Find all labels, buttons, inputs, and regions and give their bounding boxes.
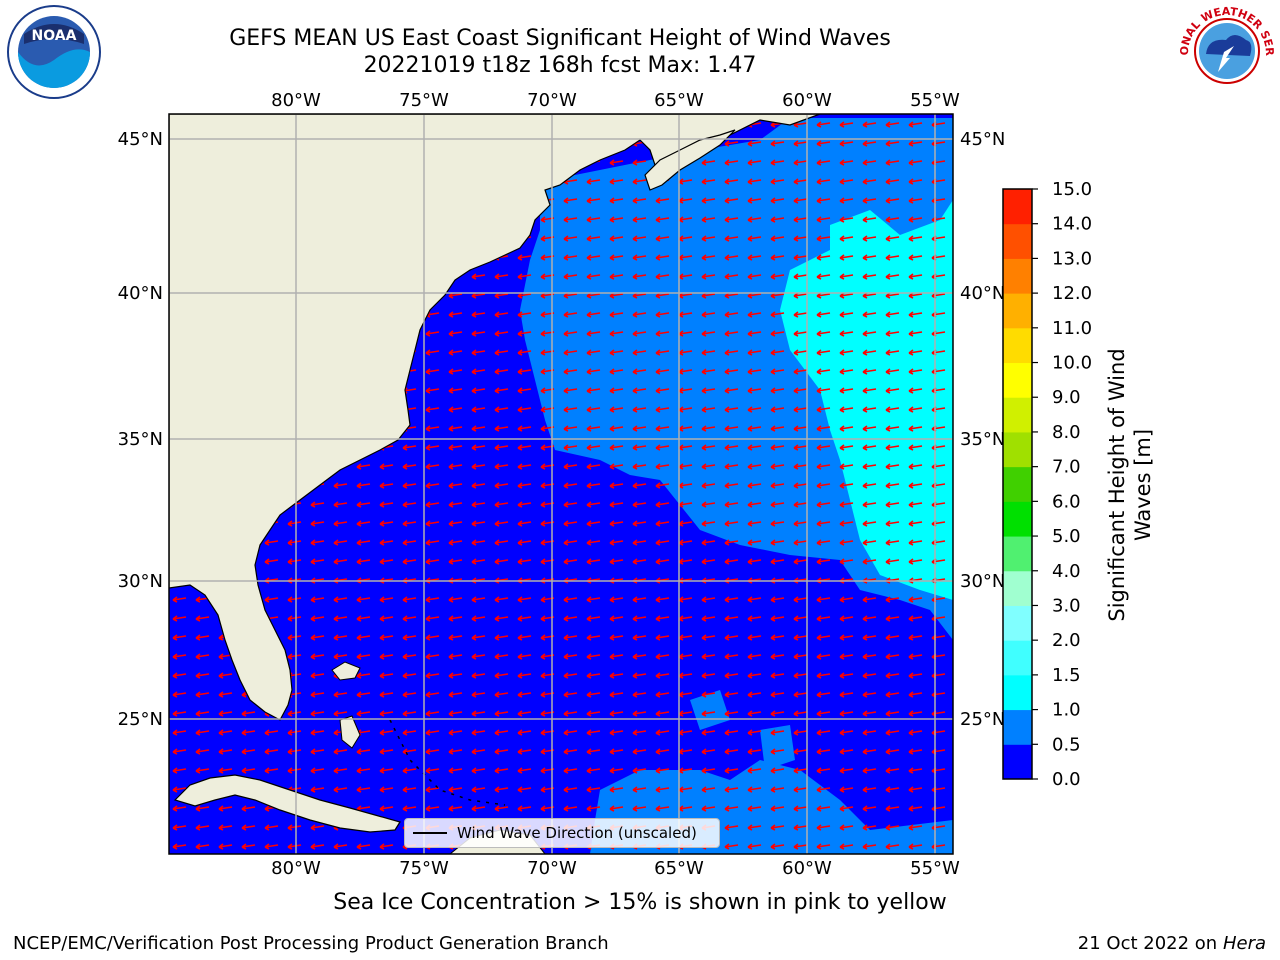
footer-credit: NCEP/EMC/Verification Post Processing Pr… <box>13 933 609 954</box>
lon-label: 80°W <box>271 858 321 879</box>
colorbar-tick-label: 7.0 <box>1052 457 1081 478</box>
colorbar-segment <box>1003 293 1032 329</box>
colorbar-segment <box>1003 501 1032 537</box>
chart-title: GEFS MEAN US East Coast Significant Heig… <box>229 26 891 51</box>
noaa-logo: NOAA <box>4 4 104 100</box>
footer-date: 21 Oct 2022 on Hera <box>1078 933 1266 954</box>
colorbar-segment <box>1003 362 1032 398</box>
colorbar-tick-label: 0.0 <box>1052 769 1081 790</box>
colorbar-tick-label: 0.5 <box>1052 734 1081 755</box>
colorbar-tick-label: 9.0 <box>1052 387 1081 408</box>
svg-text:Significant Height of Wind: Significant Height of Wind <box>1105 348 1129 621</box>
lat-label: 35°N <box>118 429 163 450</box>
lon-label: 60°W <box>782 90 832 111</box>
colorbar-tick-label: 14.0 <box>1052 214 1092 235</box>
colorbar-segment <box>1003 466 1032 502</box>
land-islands-dashes <box>389 719 506 806</box>
lat-label: 30°N <box>118 571 163 592</box>
lon-label: 60°W <box>782 858 832 879</box>
lon-labels-top: 80°W 75°W 70°W 65°W 60°W 55°W <box>271 90 960 111</box>
lat-labels-left: 45°N 40°N 35°N 30°N 25°N <box>118 129 163 730</box>
colorbar-segment <box>1003 744 1032 780</box>
colorbar-tick-label: 5.0 <box>1052 526 1081 547</box>
footer-date-text: 21 Oct 2022 on <box>1077 933 1223 954</box>
land-nova-scotia <box>644 129 736 191</box>
colorbar-label: Significant Height of Wind Waves [m] <box>1105 348 1155 621</box>
chart-subtitle-run: 20221019 t18z 168h fcst Max: 1.47 <box>363 53 757 78</box>
lat-label: 45°N <box>118 129 163 150</box>
colorbar-frame <box>1002 188 1033 780</box>
colorbar-tick-label: 13.0 <box>1052 248 1092 269</box>
lat-label: 40°N <box>118 283 163 304</box>
land-bahamas-2 <box>339 715 361 749</box>
colorbar-segment <box>1003 189 1032 225</box>
colorbar-segment <box>1003 431 1032 468</box>
colorbar-segment <box>1003 397 1032 433</box>
colorbar-tick-label: 4.0 <box>1052 561 1081 582</box>
lon-label: 70°W <box>527 858 577 879</box>
lon-label: 65°W <box>654 90 704 111</box>
map-legend: Wind Wave Direction (unscaled) <box>404 818 720 848</box>
colorbar-tick-label: 15.0 <box>1052 179 1092 200</box>
sea-ice-note: Sea Ice Concentration > 15% is shown in … <box>333 890 947 915</box>
lat-label: 40°N <box>960 283 1005 304</box>
lon-label: 75°W <box>399 858 449 879</box>
lon-label: 80°W <box>271 90 321 111</box>
colorbar-tick-label: 10.0 <box>1052 353 1092 374</box>
lat-label: 45°N <box>960 129 1005 150</box>
land-cuba <box>173 774 401 833</box>
legend-label: Wind Wave Direction (unscaled) <box>457 824 697 842</box>
svg-text:NOAA: NOAA <box>32 28 77 44</box>
map-gridlines <box>169 114 953 854</box>
lon-label: 55°W <box>910 858 960 879</box>
colorbar-tick-label: 12.0 <box>1052 283 1092 304</box>
colorbar-tick-label: 6.0 <box>1052 491 1081 512</box>
lat-label: 30°N <box>960 571 1005 592</box>
colorbar-segment <box>1003 605 1032 641</box>
colorbar-tick-label: 3.0 <box>1052 595 1081 616</box>
colorbar-tick-label: 8.0 <box>1052 422 1081 443</box>
lon-label: 55°W <box>910 90 960 111</box>
colorbar-tick-label: 2.0 <box>1052 630 1081 651</box>
map-area <box>169 114 953 854</box>
land-bahamas-1 <box>331 661 361 681</box>
colorbar-segment <box>1003 570 1032 606</box>
lon-labels-bottom: 80°W 75°W 70°W 65°W 60°W 55°W <box>271 858 960 879</box>
colorbar-tick-label: 1.5 <box>1052 665 1081 686</box>
lon-label: 75°W <box>399 90 449 111</box>
colorbar-segment <box>1003 223 1032 259</box>
lon-label: 65°W <box>654 858 704 879</box>
footer-machine: Hera <box>1222 933 1266 954</box>
colorbar-ticks: 0.0 0.5 1.0 1.5 2.0 3.0 4.0 5.0 6.0 7.0 8.0 9.0 10.0… <box>1032 179 1092 790</box>
lat-label: 25°N <box>118 709 163 730</box>
lat-label: 25°N <box>960 709 1005 730</box>
colorbar-segment <box>1003 640 1032 676</box>
colorbar-segment <box>1003 674 1032 711</box>
lat-label: 35°N <box>960 429 1005 450</box>
map-frame <box>168 113 954 855</box>
colorbar-segment <box>1003 709 1032 745</box>
colorbar <box>1003 189 1032 780</box>
lat-labels-right: 45°N 40°N 35°N 30°N 25°N <box>960 129 1005 730</box>
legend-line-swatch <box>413 832 447 834</box>
colorbar-segment <box>1003 327 1032 364</box>
colorbar-tick-label: 11.0 <box>1052 318 1092 339</box>
colorbar-segment <box>1003 258 1032 294</box>
nws-logo: NATIONAL WEATHER SERVICE <box>1173 0 1276 100</box>
svg-text:Waves [m]: Waves [m] <box>1131 429 1155 541</box>
colorbar-segment <box>1003 536 1032 572</box>
lon-label: 70°W <box>527 90 577 111</box>
colorbar-tick-label: 1.0 <box>1052 700 1081 721</box>
